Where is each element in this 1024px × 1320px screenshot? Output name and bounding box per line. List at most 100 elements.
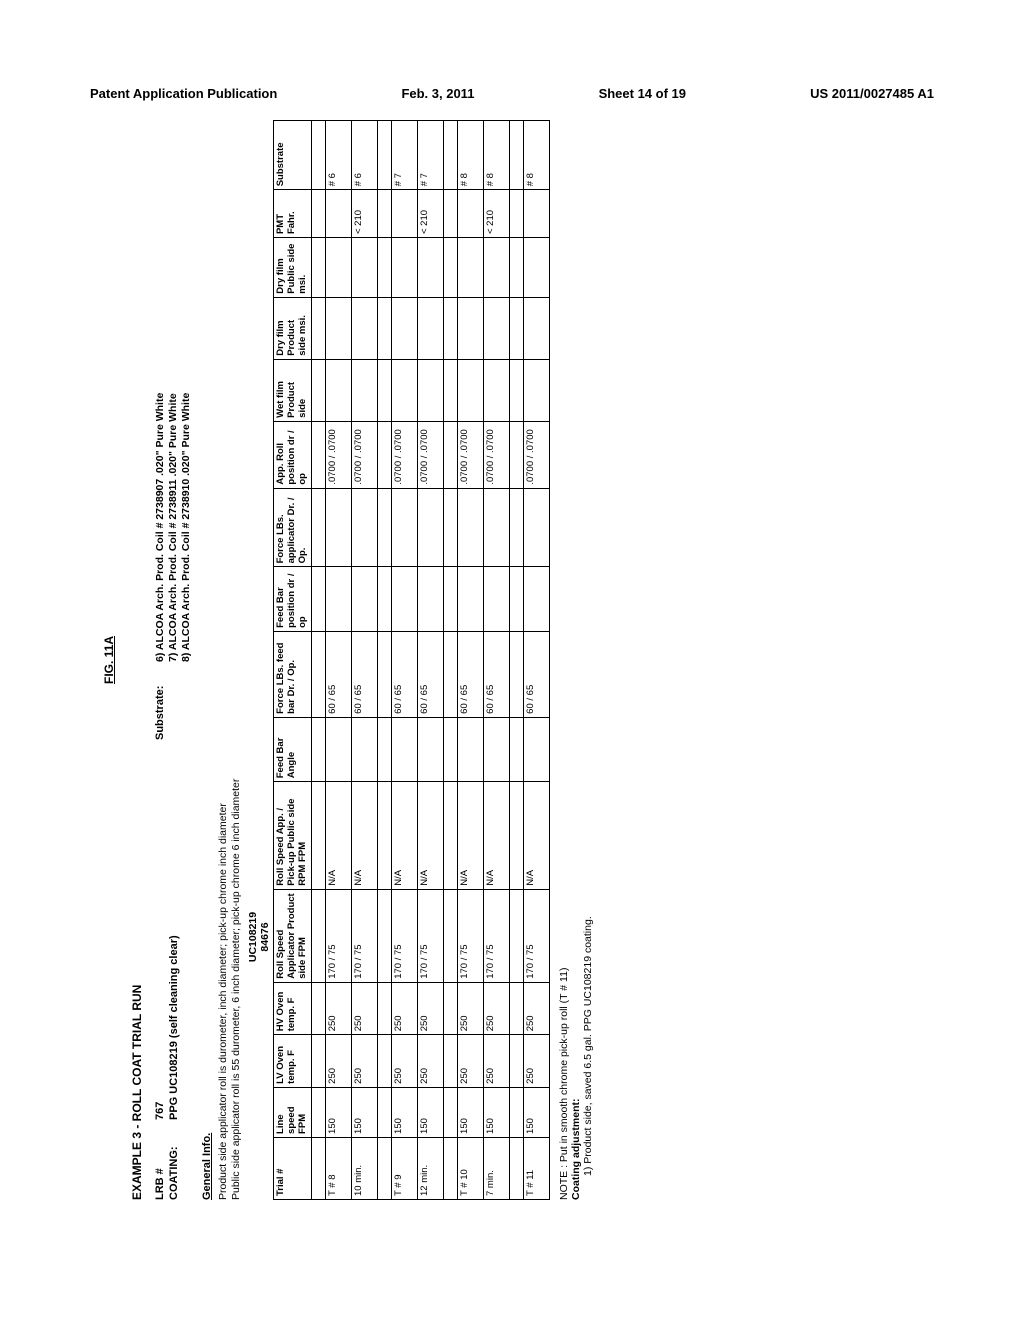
cell: 170 / 75 xyxy=(325,889,351,982)
cell xyxy=(483,297,509,359)
gi-line: Public side applicator roll is 55 durome… xyxy=(230,120,242,1200)
cell xyxy=(509,421,523,488)
cell xyxy=(417,567,443,631)
col-dry-prod: Dry film Product side msi. xyxy=(274,297,312,359)
cell xyxy=(523,359,549,421)
cell: T # 10 xyxy=(457,1137,483,1199)
cell: < 210 xyxy=(351,190,377,238)
cell xyxy=(377,190,391,238)
cell xyxy=(417,488,443,567)
cell xyxy=(311,297,325,359)
col-lv-oven: LV Oven temp. F xyxy=(274,1035,312,1088)
table-row: T # 9150250250170 / 75N/A60 / 65.0700 / … xyxy=(391,121,417,1200)
cell: 60 / 65 xyxy=(417,631,443,717)
cell xyxy=(325,297,351,359)
cell xyxy=(417,238,443,298)
substrate-line: 6) ALCOA Arch. Prod. Coil # 2738907 .020… xyxy=(154,393,166,662)
cell: .0700 / .0700 xyxy=(351,421,377,488)
cell xyxy=(351,297,377,359)
col-pmt: PMT Fahr. xyxy=(274,190,312,238)
cell: # 7 xyxy=(417,121,443,190)
cell xyxy=(483,567,509,631)
cell xyxy=(443,121,457,190)
cell xyxy=(457,297,483,359)
cell xyxy=(351,567,377,631)
cell xyxy=(509,1035,523,1088)
cell xyxy=(311,982,325,1035)
cell xyxy=(509,889,523,982)
cell xyxy=(443,782,457,889)
cell: 60 / 65 xyxy=(351,631,377,717)
cell xyxy=(443,567,457,631)
cell xyxy=(443,717,457,781)
cell: N/A xyxy=(417,782,443,889)
cell xyxy=(377,567,391,631)
cell: 150 xyxy=(523,1087,549,1137)
cell: N/A xyxy=(457,782,483,889)
coating-label: COATING: xyxy=(168,1120,180,1200)
cell: < 210 xyxy=(417,190,443,238)
meta-right: Substrate: 6) ALCOA Arch. Prod. Coil # 2… xyxy=(154,393,195,740)
cell xyxy=(483,359,509,421)
cell: .0700 / .0700 xyxy=(483,421,509,488)
note-line: NOTE : Put in smooth chrome pick-up roll… xyxy=(558,120,570,1200)
cell xyxy=(523,488,549,567)
cell xyxy=(443,631,457,717)
general-info-head: General Info. xyxy=(201,120,213,1200)
cell: N/A xyxy=(483,782,509,889)
cell: T # 8 xyxy=(325,1137,351,1199)
cell xyxy=(377,421,391,488)
cell: 250 xyxy=(351,1035,377,1088)
cell xyxy=(509,717,523,781)
col-feed-pos: Feed Bar position dr / op xyxy=(274,567,312,631)
cell xyxy=(509,631,523,717)
table-row: T # 8150250250170 / 75N/A60 / 65.0700 / … xyxy=(325,121,351,1200)
cell xyxy=(509,982,523,1035)
cell: N/A xyxy=(391,782,417,889)
cell xyxy=(523,717,549,781)
cell: 250 xyxy=(325,1035,351,1088)
cell xyxy=(523,238,549,298)
table-row: 10 min.150250250170 / 75N/A60 / 65.0700 … xyxy=(351,121,377,1200)
cell: 60 / 65 xyxy=(391,631,417,717)
batch-a: UC108219 xyxy=(248,892,260,982)
cell xyxy=(311,782,325,889)
cell: 170 / 75 xyxy=(417,889,443,982)
cell xyxy=(351,359,377,421)
cell xyxy=(509,297,523,359)
cell xyxy=(311,190,325,238)
publication-label: Patent Application Publication xyxy=(90,86,277,101)
cell: 250 xyxy=(457,982,483,1035)
coating-value: PPG UC108219 (self cleaning clear) xyxy=(168,935,180,1120)
cell: N/A xyxy=(523,782,549,889)
col-force-feed: Force LBs. feed bar Dr. / Op. xyxy=(274,631,312,717)
notes: NOTE : Put in smooth chrome pick-up roll… xyxy=(558,120,594,1200)
col-roll-pub: Roll Speed App. / Pick-up Public side RP… xyxy=(274,782,312,889)
cell xyxy=(509,238,523,298)
cell xyxy=(377,238,391,298)
cell xyxy=(311,421,325,488)
cell xyxy=(377,631,391,717)
cell xyxy=(325,567,351,631)
cell xyxy=(311,717,325,781)
cell: 250 xyxy=(483,1035,509,1088)
cell xyxy=(391,190,417,238)
cell xyxy=(443,297,457,359)
cell: 60 / 65 xyxy=(325,631,351,717)
cell xyxy=(457,567,483,631)
cell xyxy=(443,190,457,238)
example-title: EXAMPLE 3 - ROLL COAT TRIAL RUN xyxy=(130,120,144,1200)
cell xyxy=(311,889,325,982)
cell: 60 / 65 xyxy=(483,631,509,717)
cell: # 6 xyxy=(325,121,351,190)
cell xyxy=(377,1137,391,1199)
table-body: T # 8150250250170 / 75N/A60 / 65.0700 / … xyxy=(311,121,549,1200)
cell: 250 xyxy=(417,982,443,1035)
cell: 250 xyxy=(351,982,377,1035)
substrate-line: 7) ALCOA Arch. Prod. Coil # 2738911 .020… xyxy=(167,393,179,662)
cell xyxy=(377,359,391,421)
cell xyxy=(311,1137,325,1199)
cell xyxy=(377,982,391,1035)
cell: 150 xyxy=(457,1087,483,1137)
cell: # 7 xyxy=(391,121,417,190)
